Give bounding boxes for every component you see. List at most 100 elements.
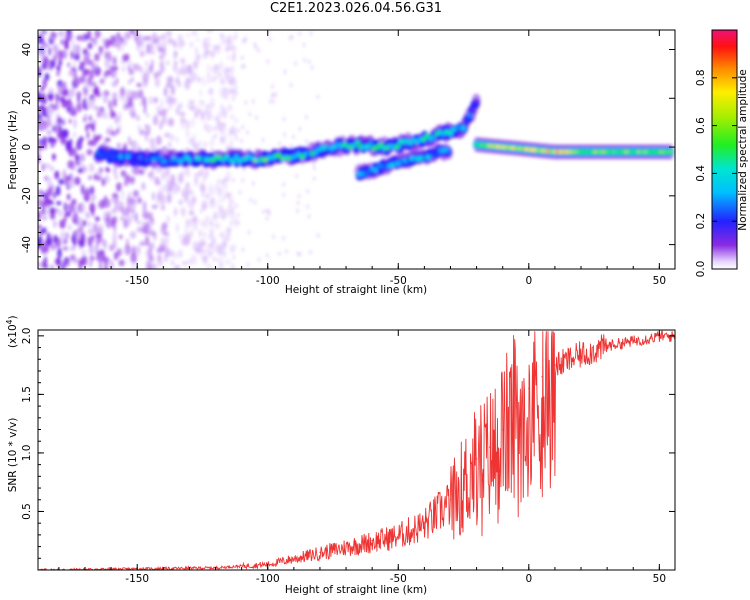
trace-branch-blob (402, 158, 408, 164)
noise-blob (144, 212, 150, 220)
noise-blob (120, 216, 124, 221)
trace-main-blob (352, 143, 358, 148)
noise-blob (201, 249, 207, 254)
noise-blob (189, 106, 195, 111)
noise-blob (133, 140, 138, 148)
noise-blob (153, 97, 159, 104)
trace-main-blob (464, 118, 469, 124)
noise-blob (42, 201, 46, 208)
noise-blob (191, 217, 197, 222)
noise-blob (59, 219, 66, 229)
noise-blob (79, 241, 85, 248)
noise-blob (296, 251, 300, 257)
noise-blob (228, 204, 231, 211)
noise-blob (207, 71, 210, 79)
noise-blob (210, 197, 216, 206)
noise-blob (186, 132, 190, 138)
trace-main-blob (229, 158, 237, 164)
noise-blob (87, 30, 91, 40)
noise-blob (194, 172, 199, 182)
heatmap-y-tick-label: 40 (21, 43, 33, 56)
noise-blob (226, 46, 230, 51)
noise-blob (94, 106, 99, 111)
snr-data-point (554, 364, 556, 366)
noise-blob (196, 36, 200, 44)
noise-blob (234, 35, 237, 40)
noise-blob (70, 254, 75, 261)
noise-blob (241, 124, 244, 130)
noise-blob (218, 44, 221, 49)
trace-branch-blob (376, 163, 382, 169)
noise-blob (94, 53, 100, 62)
trace-main-blob (124, 154, 131, 159)
noise-blob (57, 50, 64, 61)
trace-main-blob (194, 156, 199, 161)
noise-blob (41, 40, 46, 45)
noise-blob (68, 70, 75, 77)
noise-blob (231, 96, 235, 101)
noise-blob (160, 205, 166, 211)
noise-blob (249, 197, 252, 203)
noise-blob (158, 186, 163, 198)
noise-blob (78, 136, 84, 143)
noise-blob (240, 138, 243, 144)
trace-main-blob (141, 154, 148, 160)
noise-blob (191, 254, 197, 265)
noise-blob (91, 122, 95, 132)
noise-blob (237, 220, 240, 226)
noise-blob (184, 226, 188, 236)
noise-blob (122, 66, 125, 73)
noise-blob (214, 133, 217, 138)
noise-blob (136, 220, 141, 225)
noise-blob (116, 182, 122, 192)
colorbar-tick-label: 0.0 (695, 261, 707, 278)
trace-main-blob (467, 113, 473, 118)
noise-blob (68, 202, 75, 213)
noise-blob (230, 130, 233, 135)
noise-blob (243, 64, 246, 69)
noise-blob (127, 79, 132, 85)
noise-blob (312, 161, 315, 166)
noise-blob (66, 62, 71, 68)
noise-blob (163, 86, 168, 97)
noise-blob (230, 263, 235, 269)
snr-data-point (345, 546, 347, 548)
noise-blob (209, 97, 214, 104)
noise-blob (88, 70, 95, 81)
noise-blob (121, 46, 124, 52)
noise-blob (228, 226, 231, 232)
noise-blob (223, 209, 230, 217)
noise-blob (93, 37, 98, 46)
noise-blob (119, 95, 124, 101)
noise-blob (209, 228, 214, 238)
noise-blob (181, 261, 189, 266)
noise-blob (309, 250, 312, 255)
noise-blob (185, 218, 192, 228)
trace-main-blob (435, 131, 439, 137)
noise-blob (209, 88, 212, 94)
noise-blob (233, 220, 238, 229)
noise-blob (207, 186, 211, 197)
noise-blob (164, 253, 168, 263)
noise-blob (127, 61, 133, 68)
noise-blob (53, 138, 58, 144)
noise-blob (157, 259, 163, 267)
noise-blob (166, 30, 172, 37)
trace-main-blob (469, 107, 477, 112)
trace-main-blob (430, 134, 437, 140)
noise-blob (140, 220, 146, 228)
noise-blob (39, 123, 46, 131)
trace-branch-blob (393, 161, 398, 167)
trace-main-blob (420, 137, 427, 143)
trace-main-blob (276, 153, 282, 158)
snr-y-scale-factor: (x104) (5, 315, 19, 348)
noise-blob (114, 175, 119, 180)
noise-blob (222, 80, 225, 85)
trace-main-blob (312, 150, 318, 156)
noise-blob (181, 57, 186, 65)
noise-blob (193, 181, 199, 187)
noise-blob (178, 234, 183, 239)
noise-blob (44, 163, 51, 169)
noise-blob (246, 262, 249, 268)
noise-blob (257, 257, 261, 262)
